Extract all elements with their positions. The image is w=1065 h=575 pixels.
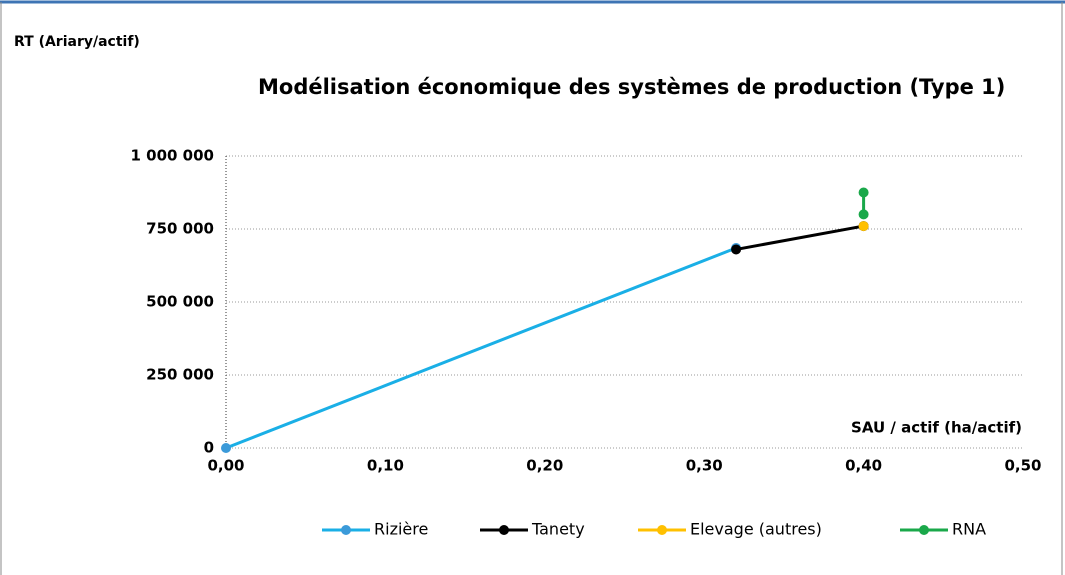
series-line xyxy=(735,224,864,251)
series-line xyxy=(225,246,737,450)
legend-marker xyxy=(499,525,509,535)
legend-label: Rizière xyxy=(374,520,428,539)
chart-title: Modélisation économique des systèmes de … xyxy=(258,75,1005,99)
legend-marker xyxy=(919,525,929,535)
x-tick-label: 0,10 xyxy=(367,457,404,475)
y-tick-label: 750 000 xyxy=(146,220,214,238)
legend-label: Tanety xyxy=(531,520,585,539)
data-point xyxy=(858,187,869,198)
y-tick-label: 1 000 000 xyxy=(130,147,214,165)
y-tick-label: 500 000 xyxy=(146,293,214,311)
legend-marker xyxy=(657,525,667,535)
y-tick-label: 250 000 xyxy=(146,366,214,384)
data-point xyxy=(731,244,742,255)
y-axis-title: RT (Ariary/actif) xyxy=(14,34,140,50)
x-tick-label: 0,50 xyxy=(1004,457,1041,475)
legend-marker xyxy=(341,525,351,535)
data-point xyxy=(858,209,869,220)
data-point xyxy=(858,221,869,232)
x-tick-label: 0,30 xyxy=(686,457,723,475)
x-tick-label: 0,20 xyxy=(526,457,563,475)
legend-label: RNA xyxy=(952,520,986,539)
data-point xyxy=(221,443,231,453)
x-tick-label: 0,40 xyxy=(845,457,882,475)
legend-label: Elevage (autres) xyxy=(690,520,822,539)
x-axis-title: SAU / actif (ha/actif) xyxy=(851,419,1022,437)
y-tick-label: 0 xyxy=(204,439,214,457)
x-tick-label: 0,00 xyxy=(207,457,244,475)
